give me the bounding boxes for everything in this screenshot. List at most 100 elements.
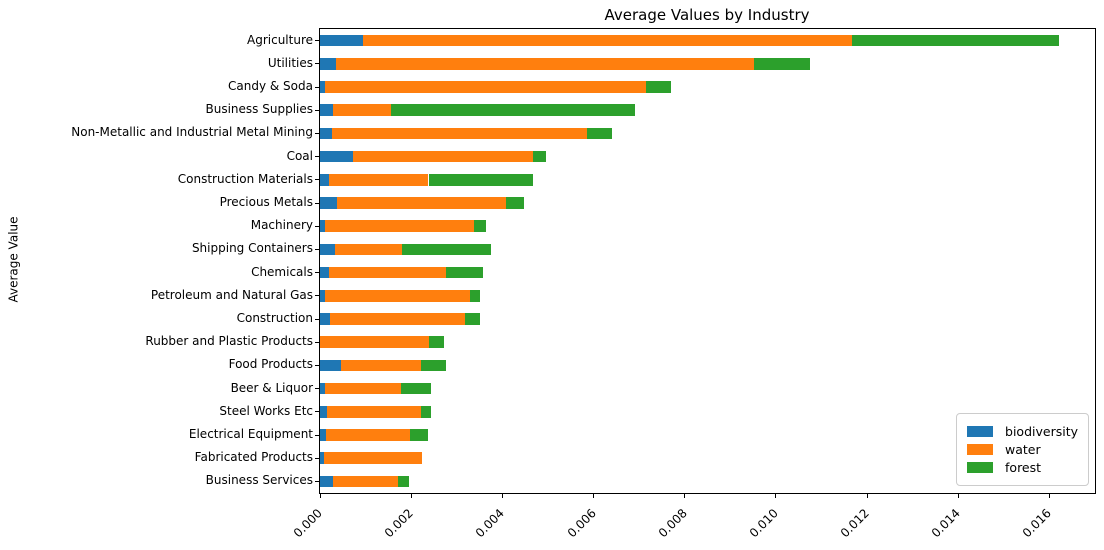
y-tick-label: Construction Materials	[177, 171, 313, 186]
x-tick-mark	[319, 494, 321, 498]
bar-segment-biodiversity	[320, 359, 341, 372]
x-tick-label: 0.008	[655, 506, 690, 541]
y-tick-label: Rubber and Plastic Products	[145, 334, 313, 349]
bar-segment-biodiversity	[320, 150, 353, 163]
bar-row	[320, 475, 1095, 488]
bar-segment-forest	[420, 359, 446, 372]
bar-row	[320, 58, 1095, 70]
y-tick-mark	[315, 411, 319, 413]
y-tick-mark	[315, 248, 319, 250]
bar-segment-water	[340, 359, 421, 372]
legend-label: forest	[1005, 460, 1042, 475]
y-tick-mark	[315, 434, 319, 436]
bar-segment-forest	[474, 220, 486, 232]
y-tick-mark	[315, 132, 319, 134]
chart-title: Average Values by Industry	[604, 6, 810, 24]
bar-segment-water	[332, 127, 588, 140]
bar-segment-biodiversity	[320, 81, 325, 93]
y-tick-mark	[315, 179, 319, 181]
bar-row	[320, 81, 1095, 93]
y-tick-mark	[315, 63, 319, 65]
y-tick-mark	[315, 480, 319, 482]
bar-row	[320, 127, 1095, 140]
bar-segment-water	[332, 104, 391, 116]
x-tick-mark	[775, 494, 777, 498]
bar-segment-biodiversity	[320, 243, 336, 256]
bar-segment-forest	[420, 406, 432, 418]
bar-segment-biodiversity	[320, 58, 336, 70]
bar-row	[320, 313, 1095, 325]
bar-segment-forest	[532, 150, 546, 163]
bar-segment-forest	[428, 174, 534, 186]
y-tick-mark	[315, 156, 319, 158]
bar-row	[320, 429, 1095, 441]
legend: biodiversity water forest	[956, 413, 1089, 486]
y-tick-label: Business Supplies	[205, 102, 314, 117]
bar-segment-water	[362, 34, 852, 47]
bar-segment-water	[324, 382, 402, 395]
x-tick-label: 0.000	[290, 506, 325, 541]
y-tick-label: Food Products	[228, 357, 313, 372]
y-tick-mark	[315, 109, 319, 111]
bar-row	[320, 174, 1095, 186]
bar-segment-biodiversity	[320, 429, 326, 441]
bar-segment-biodiversity	[320, 452, 324, 464]
bar-segment-water	[324, 81, 647, 93]
bar-segment-forest	[428, 336, 444, 348]
bar-segment-water	[335, 58, 755, 70]
legend-item-water: water	[967, 442, 1078, 457]
bar-segment-forest	[401, 382, 432, 395]
bar-segment-forest	[754, 58, 810, 70]
y-tick-label: Construction	[236, 311, 313, 325]
y-tick-label: Shipping Containers	[191, 241, 313, 256]
y-tick-label: Utilities	[267, 55, 313, 70]
x-tick-mark	[866, 494, 868, 498]
bar-segment-forest	[401, 243, 491, 256]
x-tick-label: 0.016	[1020, 506, 1055, 541]
bar-segment-water	[323, 452, 422, 464]
legend-item-forest: forest	[967, 460, 1078, 475]
bar-row	[320, 197, 1095, 209]
y-tick-mark	[315, 295, 319, 297]
y-tick-label: Fabricated Products	[194, 450, 313, 465]
plot-area: biodiversity water forest 0.000 0.002 0.004 0…	[291, 28, 1096, 540]
bar-row	[320, 290, 1095, 302]
y-tick-mark	[315, 86, 319, 88]
y-tick-label: Business Services	[205, 473, 313, 488]
bar-segment-water	[335, 243, 402, 256]
y-tick-label: Chemicals	[251, 264, 313, 279]
bar-segment-biodiversity	[320, 127, 333, 140]
bar-row	[320, 382, 1095, 395]
y-tick-mark	[315, 341, 319, 343]
x-tick-label: 0.006	[564, 506, 599, 541]
bar-segment-water	[327, 406, 421, 418]
x-tick-mark	[957, 494, 959, 498]
x-tick-mark	[501, 494, 503, 498]
bar-row	[320, 359, 1095, 372]
x-tick-label: 0.010	[746, 506, 781, 541]
legend-label: biodiversity	[1005, 424, 1078, 439]
x-tick-mark	[1048, 494, 1050, 498]
x-tick-label: 0.012	[837, 506, 872, 541]
y-tick-mark	[315, 272, 319, 274]
bar-segment-forest	[409, 429, 429, 441]
bar-segment-water	[320, 336, 429, 348]
y-tick-mark	[315, 457, 319, 459]
y-tick-labels: Agriculture Utilities Candy & Soda Business…	[0, 28, 313, 492]
x-tick-mark	[684, 494, 686, 498]
y-tick-mark	[315, 225, 319, 227]
bar-row	[320, 34, 1095, 47]
bar-segment-biodiversity	[320, 266, 330, 279]
bar-segment-water	[332, 475, 399, 488]
y-tick-mark	[315, 202, 319, 204]
bar-segment-biodiversity	[320, 406, 328, 418]
bar-segment-forest	[506, 197, 524, 209]
bar-segment-forest	[390, 104, 635, 116]
bar-segment-biodiversity	[320, 313, 331, 325]
bar-segment-biodiversity	[320, 290, 325, 302]
bar-segment-biodiversity	[320, 475, 333, 488]
y-tick-label: Electrical Equipment	[188, 427, 313, 441]
bar-row	[320, 220, 1095, 232]
y-tick-label: Machinery	[250, 218, 313, 233]
